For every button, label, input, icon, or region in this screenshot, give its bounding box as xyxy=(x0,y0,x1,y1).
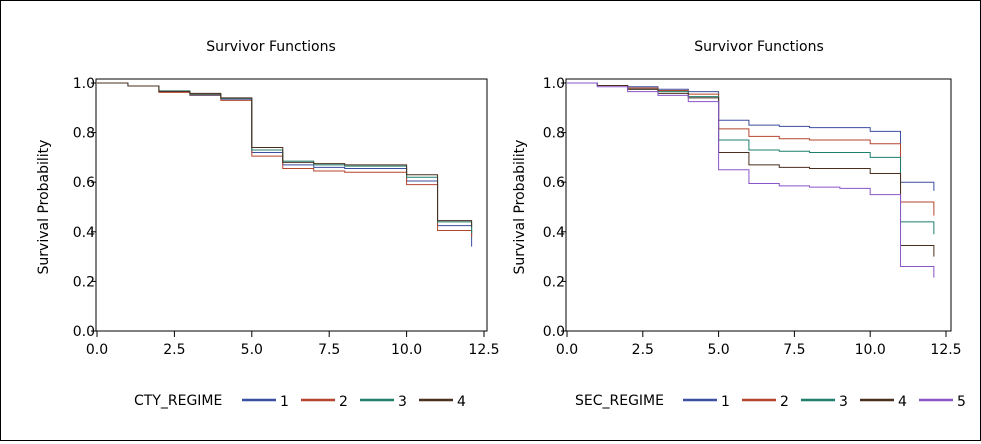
x-tick-label: 2.5 xyxy=(163,342,185,358)
legend-title-1: CTY_REGIME xyxy=(134,393,222,409)
x-tick-label: 0.0 xyxy=(556,342,578,358)
y-tick-label: 1.0 xyxy=(73,76,95,92)
series-line-2 xyxy=(567,82,935,216)
y-tick-label: 0.2 xyxy=(543,274,565,290)
y-tick-label: 0.4 xyxy=(543,225,565,241)
legend-label-3: 3 xyxy=(398,394,407,410)
legend-label-2: 2 xyxy=(339,394,348,410)
y-tick-label: 0.0 xyxy=(73,324,95,340)
x-tick-label: 7.5 xyxy=(783,342,805,358)
series-line-3 xyxy=(567,82,935,235)
legend-label-4: 4 xyxy=(457,394,466,410)
plot-area-2 xyxy=(565,78,952,332)
legend-label-5: 5 xyxy=(957,394,966,410)
series-line-2 xyxy=(97,82,473,237)
legend-label-2: 2 xyxy=(780,394,789,410)
series-line-4 xyxy=(97,82,473,227)
plot-area-1 xyxy=(95,78,488,332)
x-tick-label: 12.5 xyxy=(930,342,961,358)
legend-label-1: 1 xyxy=(721,394,730,410)
series-line-3 xyxy=(97,82,473,234)
chart-title-1: Survivor Functions xyxy=(206,39,336,55)
y-tick-label: 0.2 xyxy=(73,274,95,290)
y-tick-label: 0.6 xyxy=(73,175,95,191)
x-tick-label: 12.5 xyxy=(468,342,499,358)
x-tick-label: 5.0 xyxy=(241,342,263,358)
series-line-4 xyxy=(567,82,935,257)
series-line-5 xyxy=(567,82,935,278)
y-tick-label: 0.6 xyxy=(543,175,565,191)
legend-label-1: 1 xyxy=(280,394,289,410)
legend-label-3: 3 xyxy=(839,394,848,410)
x-tick-label: 10.0 xyxy=(391,342,422,358)
y-tick-label: 0.8 xyxy=(543,126,565,142)
series-line-1 xyxy=(567,82,935,191)
series-line-1 xyxy=(97,82,473,247)
y-tick-label: 0.0 xyxy=(543,324,565,340)
y-tick-label: 1.0 xyxy=(543,76,565,92)
x-tick-label: 10.0 xyxy=(855,342,886,358)
y-axis-label-1: Survival Probability xyxy=(36,140,52,275)
legend-label-4: 4 xyxy=(898,394,907,410)
x-tick-label: 2.5 xyxy=(632,342,654,358)
x-tick-label: 0.0 xyxy=(86,342,108,358)
x-tick-label: 5.0 xyxy=(707,342,729,358)
legend-title-2: SEC_REGIME xyxy=(575,393,664,409)
x-tick-label: 7.5 xyxy=(318,342,340,358)
y-tick-label: 0.4 xyxy=(73,225,95,241)
y-axis-label-2: Survival Probability xyxy=(512,140,528,275)
chart-title-2: Survivor Functions xyxy=(694,39,824,55)
y-tick-label: 0.8 xyxy=(73,126,95,142)
